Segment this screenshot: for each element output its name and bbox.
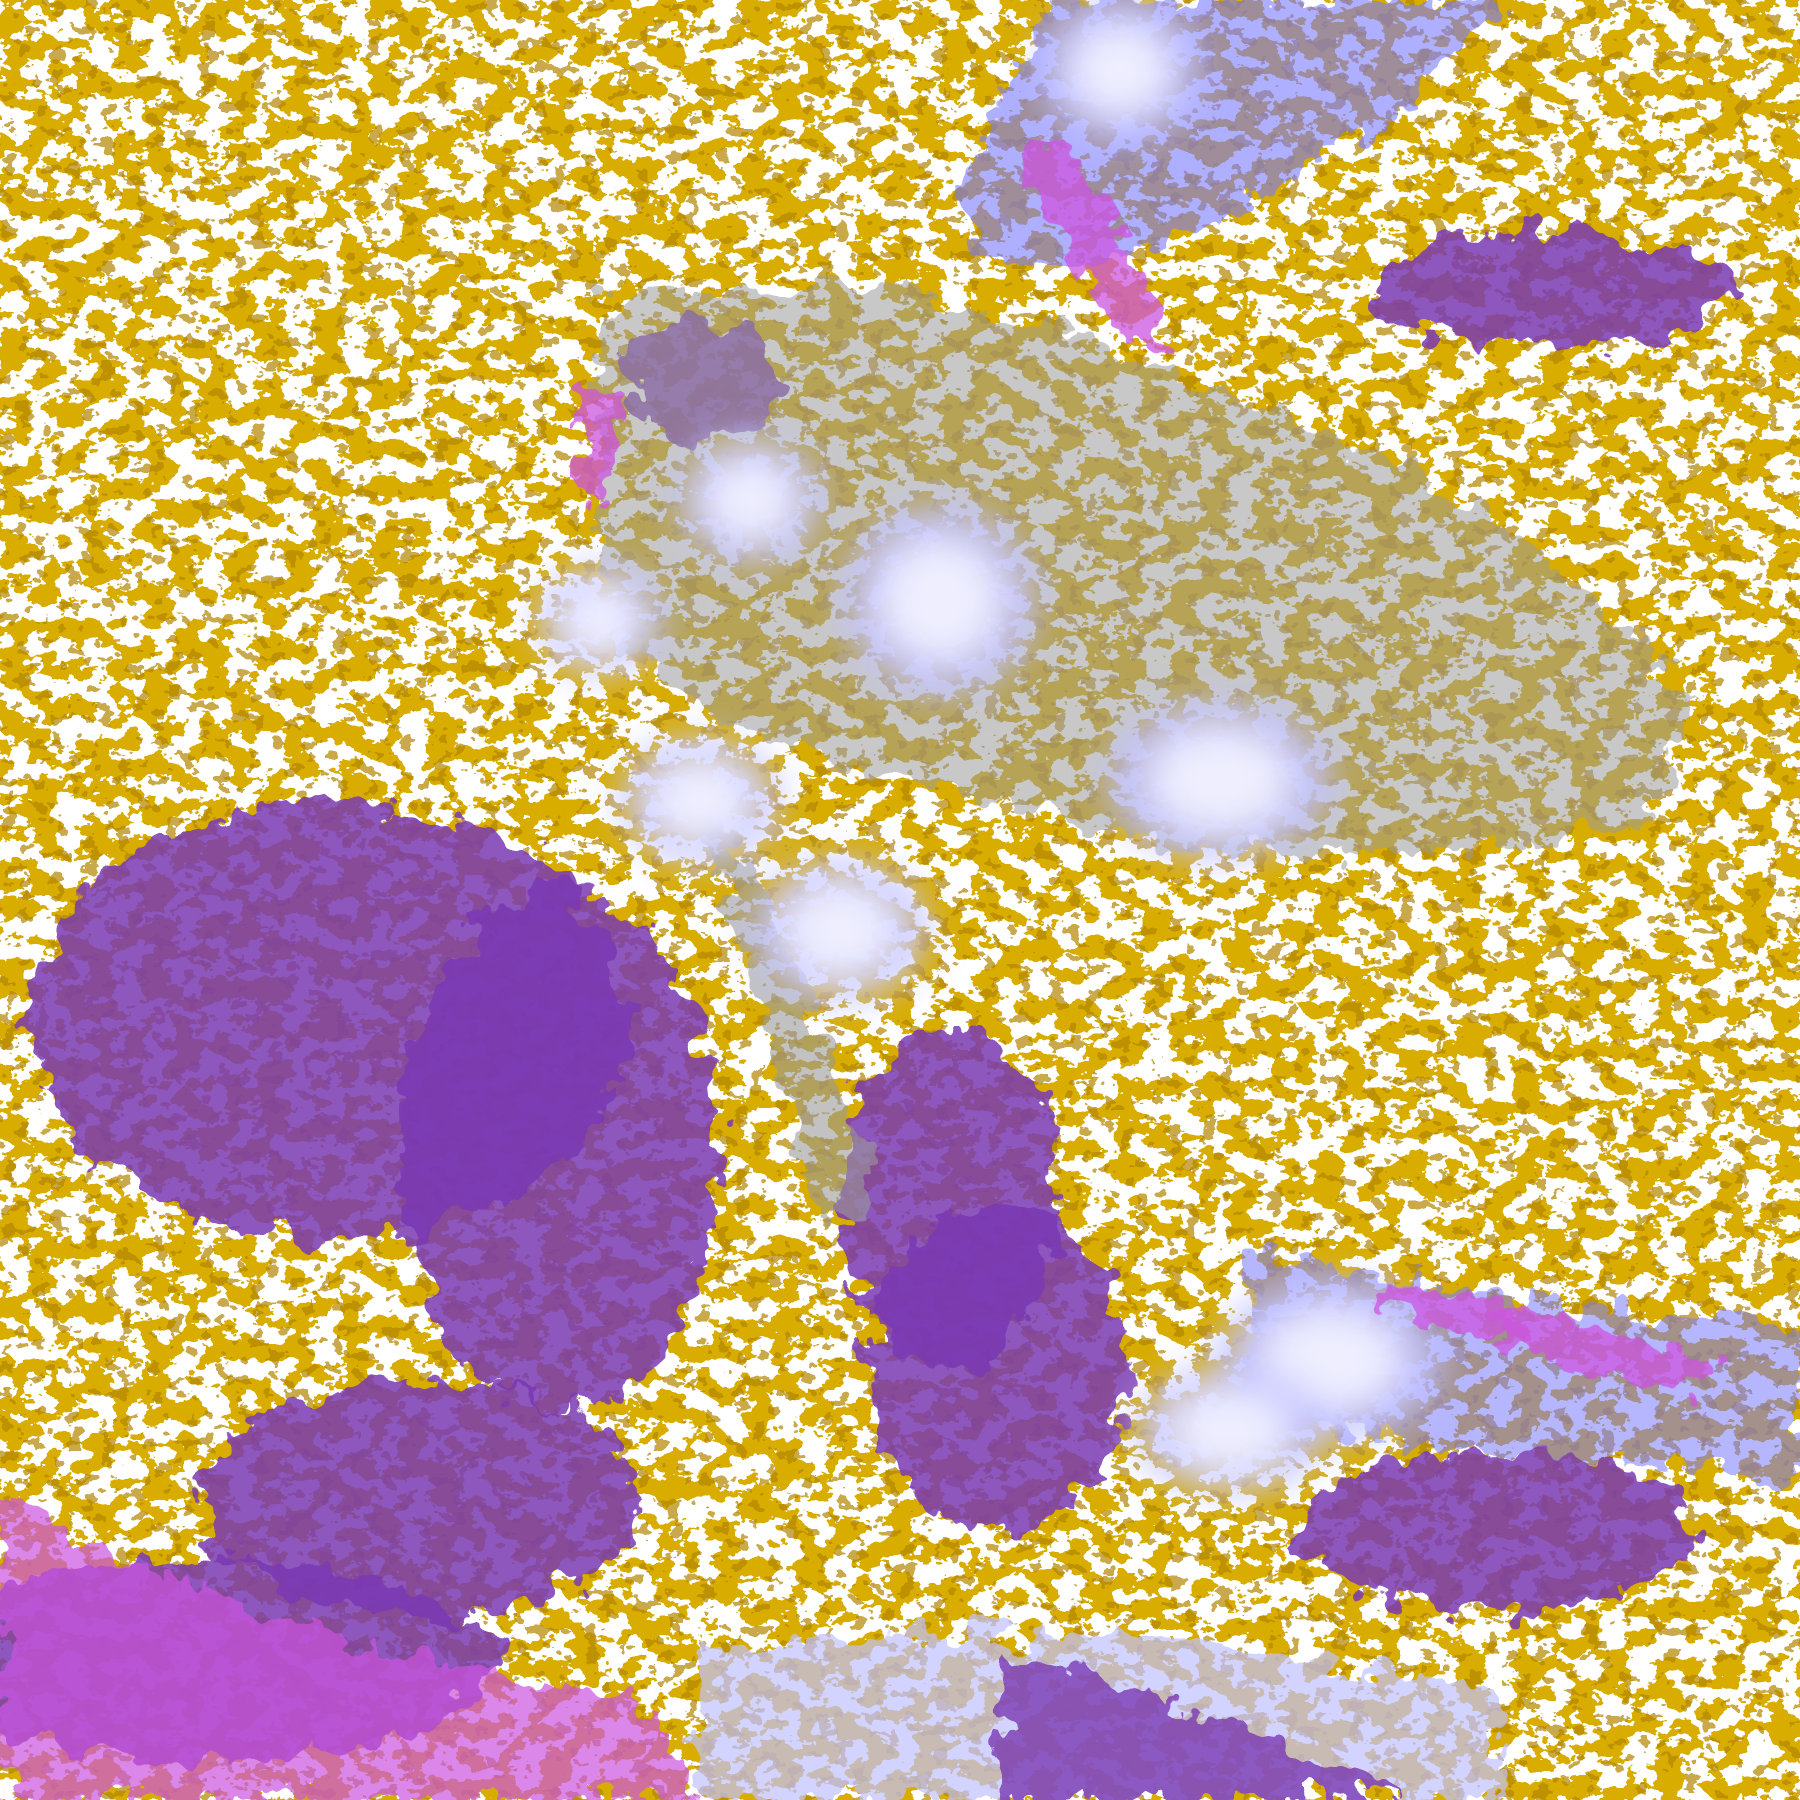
cloud-core [1070,25,1170,115]
cloud-core [1170,1390,1290,1470]
convective-core-group [536,0,1442,1494]
cloud-core [785,885,895,975]
cloud-band [0,1500,700,1800]
magenta-streak [1371,1285,1529,1335]
magenta-streak [575,380,625,500]
purple-cloud-region [200,1380,640,1620]
magenta-streak [1483,1310,1717,1390]
cloud-band [700,800,880,1220]
cloud-core [560,585,640,655]
purple-cloud-region [1370,230,1730,350]
cloud-core [880,540,1000,660]
purple-cloud-region [870,1210,1130,1530]
magenta-streak [1034,145,1166,355]
cloud-band [1000,1650,1400,1800]
purple-cloud-region [400,890,720,1410]
cloud-band [600,286,1700,856]
cloud-core [1150,730,1290,830]
cloud-core [650,760,750,840]
cloud-core [705,460,795,540]
purple-cloud-region [1300,1450,1700,1610]
